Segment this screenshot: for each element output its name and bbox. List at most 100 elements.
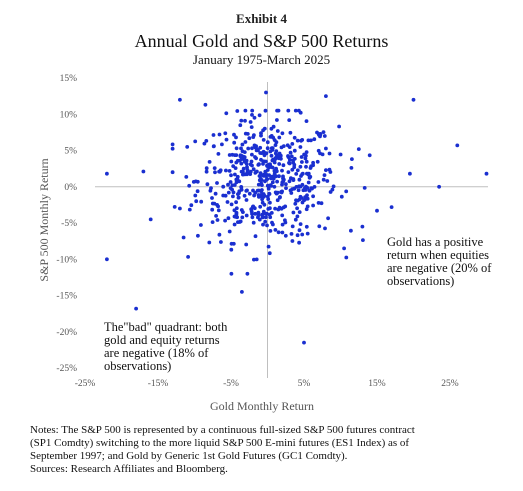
data-point (226, 182, 230, 187)
data-point (256, 213, 261, 218)
data-point (212, 166, 217, 171)
data-point (256, 182, 261, 187)
data-point (232, 222, 237, 227)
data-point (277, 195, 282, 200)
data-point (186, 255, 191, 259)
data-point (248, 169, 253, 174)
y-tick-label: -20% (56, 328, 77, 338)
y-tick-label: -15% (56, 292, 77, 302)
data-point (303, 156, 308, 161)
data-point (254, 144, 258, 149)
data-point (324, 94, 328, 98)
data-point (277, 135, 282, 140)
data-point (292, 165, 297, 170)
data-point (253, 234, 258, 239)
data-point (337, 124, 341, 129)
data-point (328, 170, 333, 174)
data-point (245, 172, 249, 177)
data-point (276, 156, 281, 161)
data-point (178, 97, 182, 102)
data-point (217, 132, 222, 137)
data-point (215, 203, 220, 207)
data-point (295, 214, 300, 219)
data-point (321, 177, 326, 182)
data-point (266, 244, 271, 249)
data-point (408, 171, 412, 176)
data-point (300, 200, 305, 205)
data-point (288, 130, 293, 135)
data-point (270, 180, 275, 185)
x-tick-label: 25% (441, 379, 459, 389)
data-point (134, 306, 139, 311)
data-point (207, 240, 212, 245)
data-point (204, 169, 209, 174)
data-point (300, 160, 304, 164)
data-point (316, 148, 321, 153)
data-point (257, 162, 261, 167)
data-point (259, 133, 263, 138)
data-point (244, 189, 249, 193)
data-point (389, 205, 394, 210)
data-point (203, 102, 208, 107)
data-point (215, 218, 220, 222)
data-point (298, 145, 303, 149)
data-point (300, 182, 305, 187)
data-point (231, 164, 236, 169)
notes-line: Notes: The S&P 500 is represented by a c… (30, 424, 415, 436)
data-point (311, 163, 315, 168)
data-point (302, 152, 306, 157)
data-point (269, 153, 274, 158)
data-point (244, 162, 249, 166)
data-point (281, 178, 286, 182)
data-point (304, 119, 309, 123)
data-point (310, 186, 314, 191)
data-point (260, 215, 265, 220)
data-point (311, 194, 315, 199)
data-point (193, 193, 198, 198)
axes (95, 82, 488, 378)
data-point (258, 176, 263, 181)
data-point (204, 139, 209, 143)
data-point (252, 257, 256, 262)
data-point (244, 198, 249, 202)
data-point (224, 111, 229, 116)
data-point (250, 108, 255, 113)
data-point (305, 196, 310, 201)
data-point (302, 197, 307, 202)
data-point (291, 177, 296, 181)
data-point (292, 135, 297, 140)
data-point (245, 271, 250, 276)
data-point (210, 196, 214, 200)
data-point (306, 138, 311, 143)
data-point (187, 207, 192, 212)
data-point (212, 144, 216, 149)
data-point (195, 189, 200, 194)
data-point (263, 108, 268, 113)
data-point (257, 217, 262, 222)
data-point (239, 118, 244, 123)
data-point (305, 204, 310, 209)
annotation-line: observations) (104, 359, 171, 373)
data-point (288, 150, 293, 155)
data-point (281, 144, 286, 149)
data-point (170, 170, 175, 175)
data-point (234, 146, 239, 151)
data-point (300, 232, 305, 237)
data-point (339, 194, 344, 199)
data-point (330, 187, 335, 192)
data-point (304, 164, 308, 169)
data-point (240, 215, 245, 220)
data-point (265, 223, 269, 228)
data-point (356, 147, 361, 152)
data-point (231, 190, 236, 195)
data-point (246, 146, 251, 151)
data-point (229, 271, 234, 276)
data-point (258, 151, 263, 155)
data-point (268, 229, 273, 233)
y-tick-label: 5% (64, 147, 77, 157)
data-point (105, 171, 109, 176)
data-point (269, 176, 273, 181)
data-point (305, 186, 310, 190)
x-axis-label: Gold Monthly Return (210, 399, 314, 413)
x-tick-label: -5% (223, 379, 239, 389)
